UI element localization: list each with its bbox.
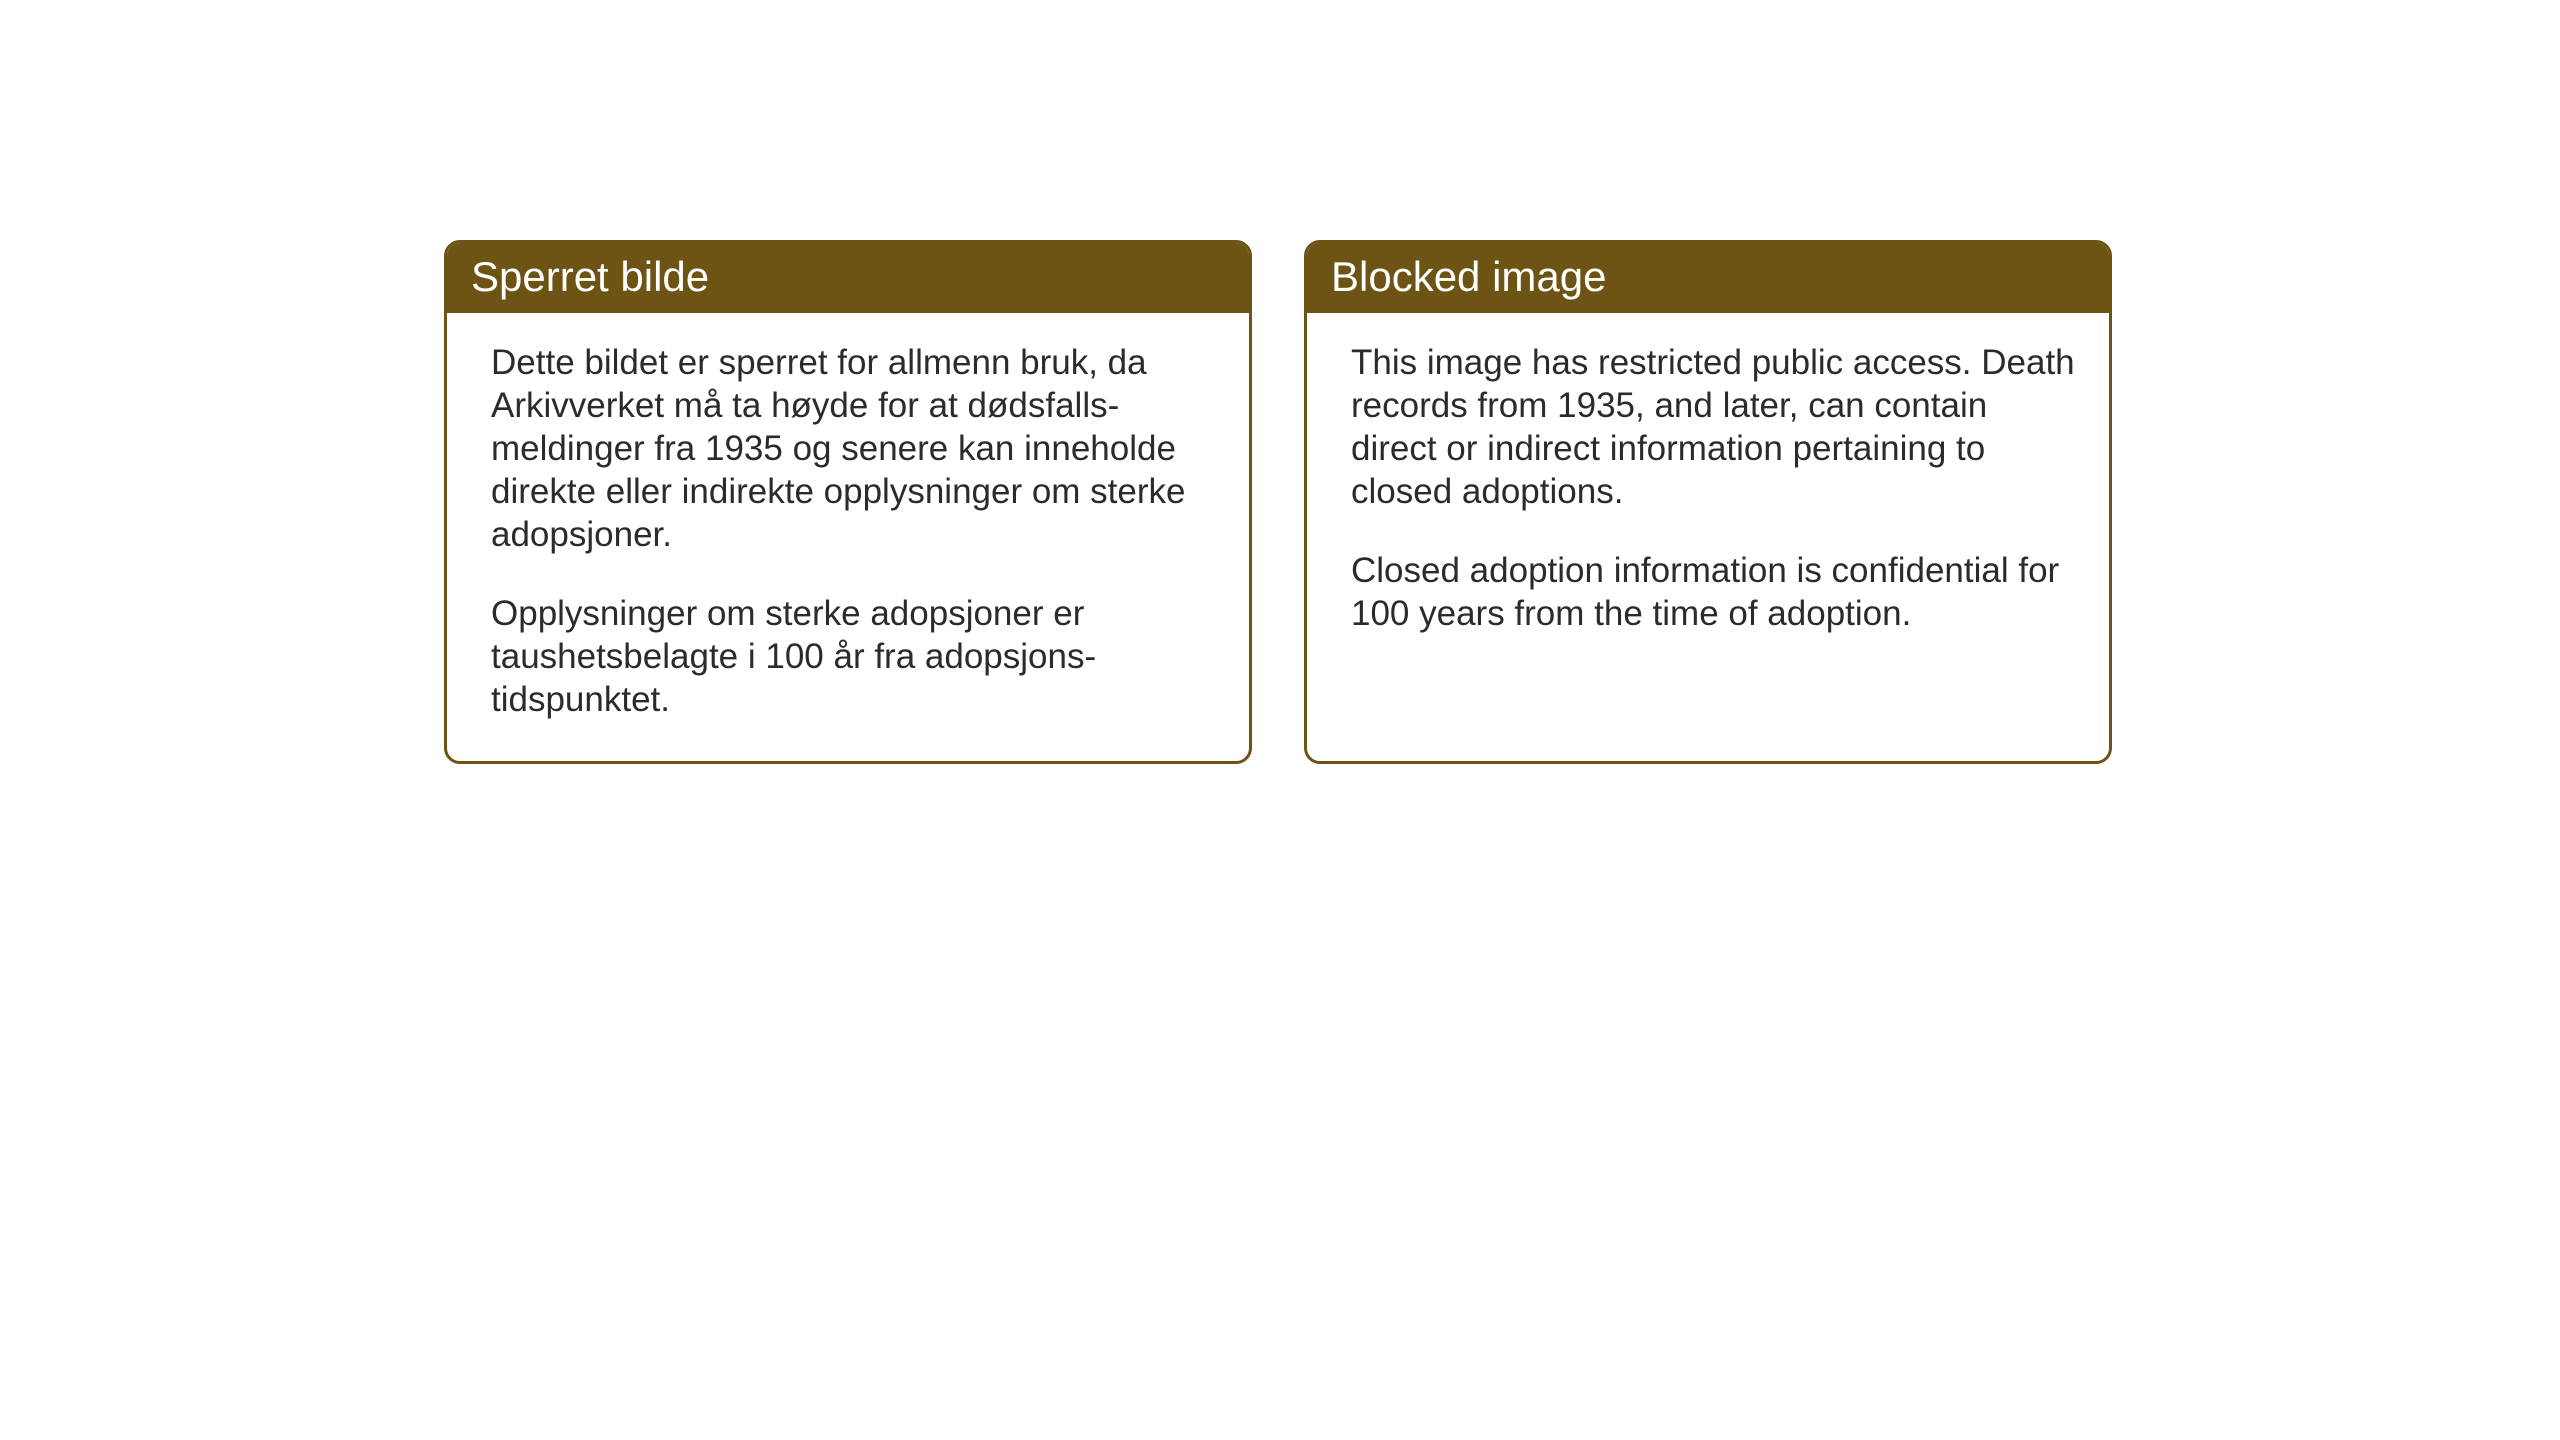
notice-card-english: Blocked image This image has restricted …: [1304, 240, 2112, 764]
notice-title-english: Blocked image: [1331, 253, 1606, 300]
notice-paragraph-1-english: This image has restricted public access.…: [1351, 341, 2077, 513]
notice-body-english: This image has restricted public access.…: [1307, 313, 2109, 723]
notice-body-norwegian: Dette bildet er sperret for allmenn bruk…: [447, 313, 1249, 761]
notice-header-norwegian: Sperret bilde: [447, 243, 1249, 313]
notice-cards-container: Sperret bilde Dette bildet er sperret fo…: [444, 240, 2112, 764]
notice-header-english: Blocked image: [1307, 243, 2109, 313]
notice-title-norwegian: Sperret bilde: [471, 253, 709, 300]
notice-paragraph-2-english: Closed adoption information is confident…: [1351, 549, 2077, 635]
notice-paragraph-2-norwegian: Opplysninger om sterke adopsjoner er tau…: [491, 592, 1217, 721]
notice-card-norwegian: Sperret bilde Dette bildet er sperret fo…: [444, 240, 1252, 764]
notice-paragraph-1-norwegian: Dette bildet er sperret for allmenn bruk…: [491, 341, 1217, 556]
